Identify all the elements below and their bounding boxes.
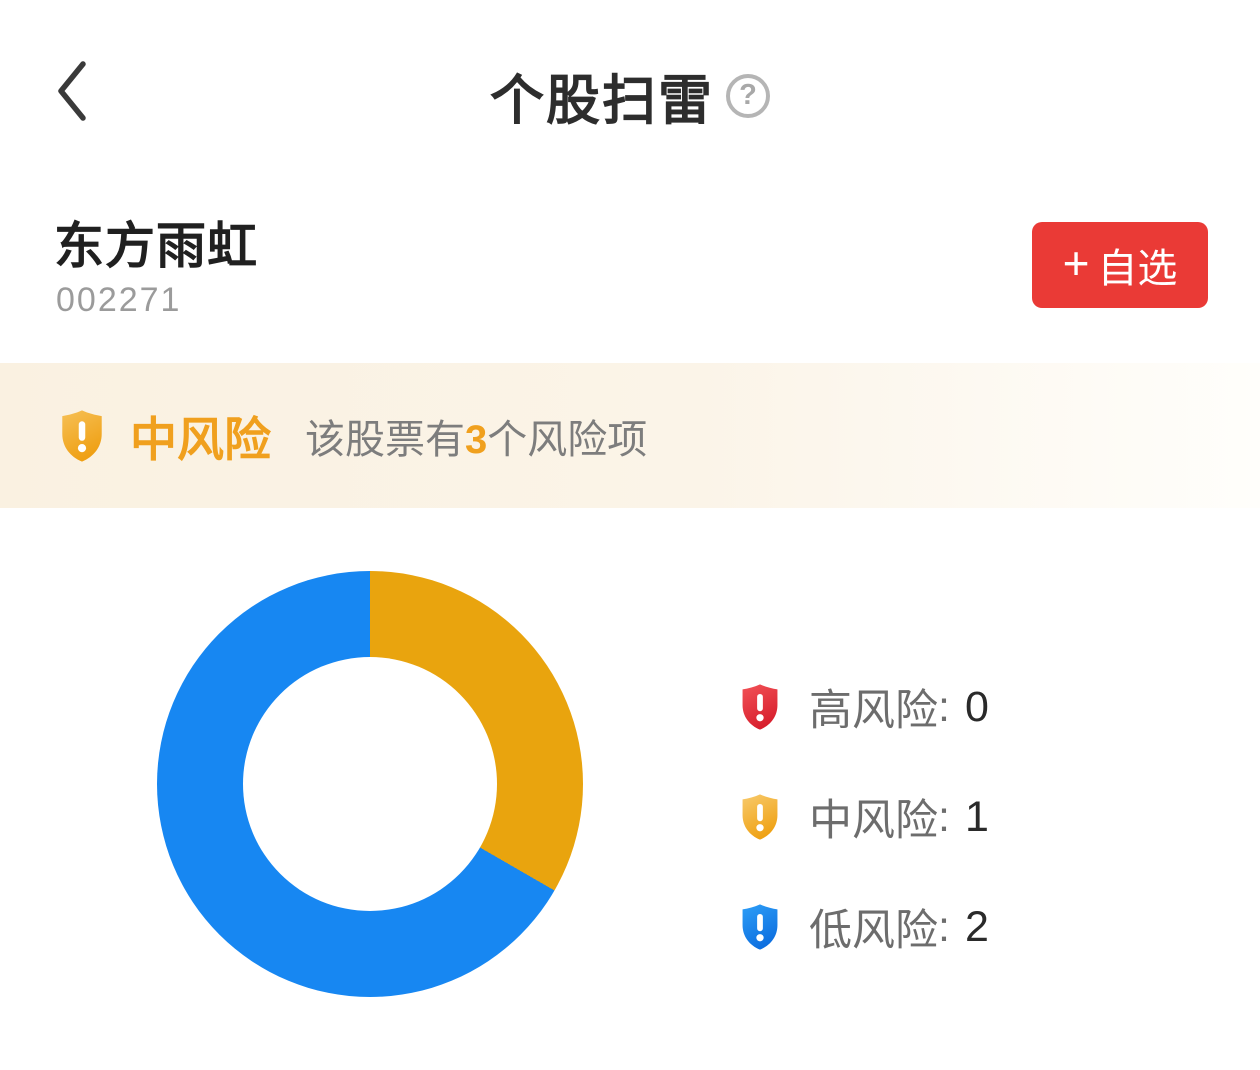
risk-count: 3 xyxy=(465,417,488,462)
legend-label: 低风险 xyxy=(809,907,938,955)
legend-value: 2 xyxy=(964,902,989,951)
medium-risk-shield-icon xyxy=(56,407,108,465)
header: 个股扫雷 ? xyxy=(0,56,1260,135)
back-button[interactable] xyxy=(40,50,104,134)
donut-chart xyxy=(157,571,583,997)
add-watchlist-label: 自选 xyxy=(1097,247,1178,291)
legend-separator: : xyxy=(938,902,950,951)
risk-level-text: 中风险 xyxy=(130,413,271,466)
legend-value: 1 xyxy=(964,792,989,841)
stock-name: 东方雨虹 xyxy=(54,218,258,274)
help-icon[interactable]: ? xyxy=(726,73,770,118)
legend-label: 中风险 xyxy=(809,797,938,845)
risk-description: 该股票有3个风险项 xyxy=(305,407,647,465)
legend-row-high-risk: 高风险: 0 xyxy=(737,681,989,735)
legend-value: 0 xyxy=(964,682,989,731)
legend-separator: : xyxy=(938,792,950,841)
risk-desc-suffix: 个风险项 xyxy=(487,417,648,462)
medium-risk-shield-icon xyxy=(737,792,783,842)
legend-row-low-risk: 低风险: 2 xyxy=(737,901,989,955)
add-watchlist-button[interactable]: + 自选 xyxy=(1032,222,1208,308)
page-title: 个股扫雷 xyxy=(490,71,714,131)
legend-label: 高风险 xyxy=(809,687,938,735)
low-risk-shield-icon xyxy=(737,902,783,952)
legend-separator: : xyxy=(938,682,950,731)
risk-desc-prefix: 该股票有 xyxy=(305,417,465,462)
back-icon xyxy=(55,59,89,126)
legend-row-medium-risk: 中风险: 1 xyxy=(737,791,989,845)
high-risk-shield-icon xyxy=(737,682,783,732)
stock-code: 002271 xyxy=(56,281,182,319)
chart-legend: 高风险: 0 中风险: 1 xyxy=(737,681,989,1011)
donut-hole xyxy=(243,657,497,911)
risk-summary-banner: 中风险 该股票有3个风险项 xyxy=(0,363,1260,508)
plus-icon: + xyxy=(1062,237,1090,289)
